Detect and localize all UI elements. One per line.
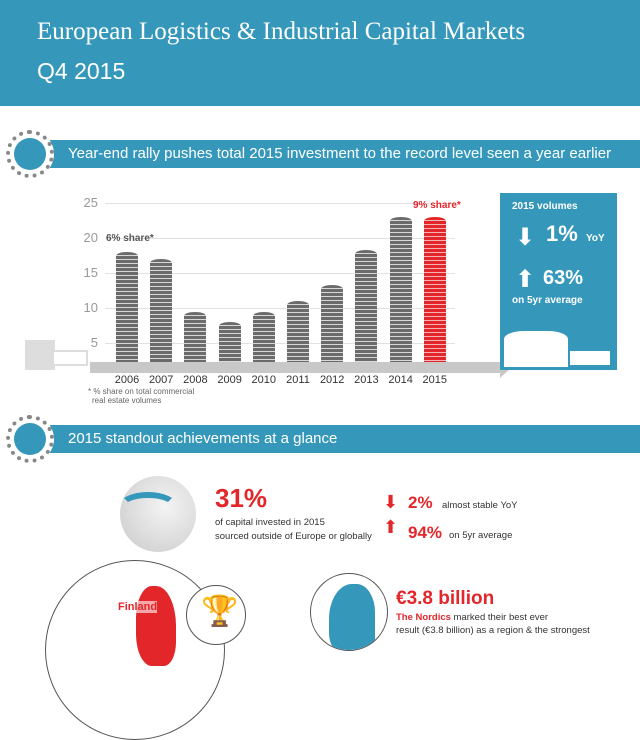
coin-stack-bar-2012: [321, 284, 344, 366]
gear-icon: [6, 415, 54, 463]
x-tick-label: 2010: [251, 374, 277, 386]
gridline: [105, 203, 455, 204]
trophy-badge: 🏆: [186, 585, 246, 645]
annotation-2015: 9% share*: [413, 200, 461, 211]
coin-stack-bar-2007: [150, 259, 173, 366]
annotation-2006: 6% share*: [106, 233, 154, 244]
x-tick-label: 2009: [217, 374, 242, 386]
up-value: 94%: [408, 523, 443, 542]
global-capital-value: 31%: [215, 483, 268, 513]
down-label: almost stable YoY: [442, 500, 518, 511]
y-tick-label: 10: [83, 300, 98, 315]
warehouse-icon: [504, 331, 568, 367]
gridline: [105, 343, 455, 344]
volumes-title: 2015 volumes: [512, 201, 578, 212]
truck-icon: [52, 350, 88, 366]
page-subtitle: Q4 2015: [37, 58, 126, 84]
coin-stack-bar-2008: [184, 311, 207, 366]
trophy-icon: 🏆: [201, 595, 239, 628]
capital-flow-arrow-icon: [118, 492, 178, 522]
coin-stack-bar-2006: [116, 252, 138, 366]
nordics-value: €3.8 billion: [396, 588, 495, 609]
x-tick-label: 2008: [183, 374, 208, 386]
arrow-up-icon: ⬆: [515, 266, 536, 293]
x-tick-label: 2015: [422, 374, 448, 386]
finland-map: Finland: [45, 560, 225, 740]
y-tick-label: 5: [90, 335, 98, 350]
nordics-text: The Nordics marked their best ever resul…: [396, 612, 590, 636]
x-tick-label: 2014: [388, 374, 413, 386]
finland-label: Finland: [118, 601, 158, 613]
timeline-arrow: [90, 362, 505, 373]
footnote: * % share on total commercial real estat…: [88, 387, 195, 405]
coin-stack-bar-2010: [252, 311, 275, 366]
avg-label: on 5yr average: [512, 295, 583, 306]
arrow-up-icon: ⬆: [383, 517, 399, 537]
coin-stack-bar-2013: [355, 249, 378, 366]
section-bar-investment: Year-end rally pushes total 2015 investm…: [50, 140, 640, 168]
y-tick-label: 15: [83, 265, 98, 280]
up-label: on 5yr average: [449, 530, 513, 541]
gridline: [105, 273, 455, 274]
nordics-shape-icon: [329, 584, 375, 650]
yoy-label: YoY: [586, 233, 605, 244]
header: European Logistics & Industrial Capital …: [0, 0, 640, 106]
coin-stack-bar-2011: [287, 301, 309, 366]
gridline: [105, 238, 455, 239]
global-capital-text: of capital invested in 2015 sourced outs…: [215, 517, 372, 542]
coin-stack-bar-2015: [423, 217, 446, 366]
nordics-map: [310, 573, 388, 651]
avg-value: 63%: [543, 267, 584, 289]
finland-shape-icon: [136, 586, 176, 666]
arrow-down-icon: ⬇: [383, 492, 399, 512]
yoy-value: 1%: [546, 221, 578, 246]
arrow-down-icon: ⬇: [515, 224, 536, 251]
x-tick-label: 2012: [319, 374, 345, 386]
gridline: [105, 308, 455, 309]
section-bar-achievements: 2015 standout achievements at a glance: [50, 425, 640, 453]
x-tick-label: 2006: [114, 374, 140, 386]
x-tick-label: 2007: [148, 374, 174, 386]
y-tick-label: 25: [83, 195, 98, 210]
truck-icon: [570, 351, 610, 365]
warehouse-icon: [25, 340, 55, 370]
down-value: 2%: [408, 493, 433, 512]
gear-icon: [6, 130, 54, 178]
x-tick-label: 2013: [354, 374, 379, 386]
x-tick-label: 2011: [286, 374, 310, 386]
page-title: European Logistics & Industrial Capital …: [37, 18, 526, 45]
coin-stack-bar-2014: [389, 217, 412, 366]
volumes-box: 2015 volumes ⬇ 1% YoY ⬆ 63% on 5yr avera…: [500, 193, 617, 370]
y-tick-label: 20: [83, 230, 98, 245]
coin-stack-bar-2009: [218, 322, 241, 366]
